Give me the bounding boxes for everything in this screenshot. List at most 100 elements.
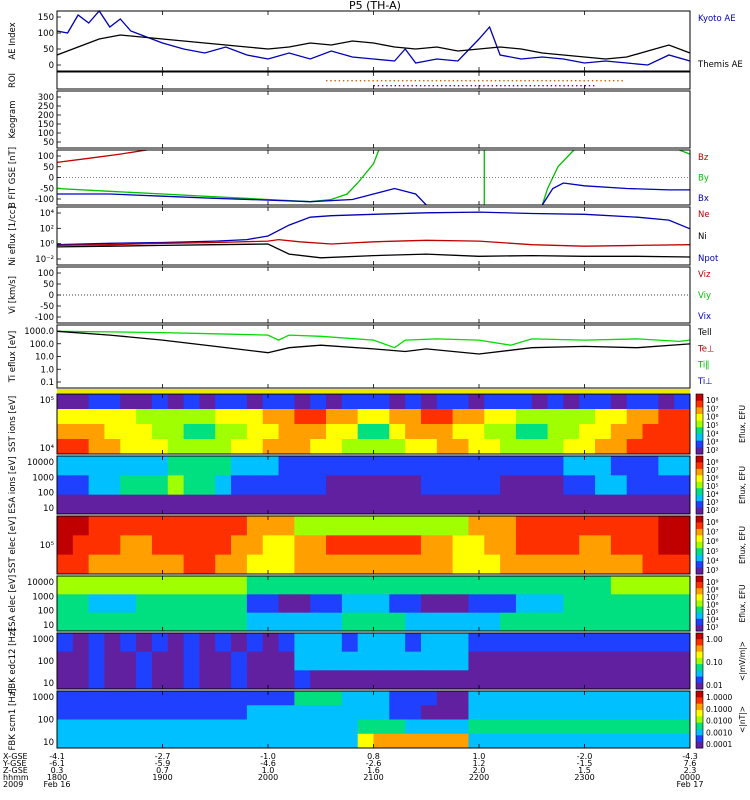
roi-dot <box>516 85 519 87</box>
esa_elec-cell <box>326 576 343 595</box>
fbk_e-cell <box>278 633 295 653</box>
sst_elec-cell <box>294 516 311 536</box>
sst_ion-cell <box>262 409 280 425</box>
esa_elec-cell <box>120 594 137 614</box>
esa_ion-cell <box>246 456 264 476</box>
fbk_e-cell <box>120 670 137 690</box>
esa_elec-colorbar-cell <box>696 582 703 589</box>
esa_elec-colorbar-cell <box>696 600 703 608</box>
fbk_b-colorbar-tick: 1.0000 <box>706 693 732 702</box>
fbk_b-cell <box>262 705 280 720</box>
roi-dot <box>419 85 422 87</box>
fbk_b-cell <box>626 719 644 735</box>
fbk_e-cell <box>642 670 659 690</box>
fbk_e-cell <box>72 651 90 671</box>
sst_ion-cell <box>246 424 264 440</box>
sst_ion-colorbar-tick: 10⁶ <box>706 413 719 422</box>
esa_elec-cell <box>595 612 612 632</box>
fbk_e-cell <box>468 651 485 671</box>
sst_elec-cell <box>310 554 327 575</box>
fbk_b-cell <box>595 733 612 749</box>
sst_elec-colorbar-tick: 10⁶ <box>706 537 719 546</box>
sst_elec-cell <box>326 535 343 556</box>
fbk_e-cell <box>436 651 454 671</box>
density-series-Npot <box>56 243 691 259</box>
esa_elec-cell <box>341 594 359 614</box>
sst_elec-cell <box>500 535 517 556</box>
esa_ion-cell <box>642 494 659 515</box>
fbk_b-cell <box>104 691 121 706</box>
esa_elec-cell <box>420 576 438 595</box>
ephem-y-gse: -1.5 <box>577 759 593 768</box>
velocity-ylabel: Vi [km/s] <box>8 276 18 314</box>
ae-legend-1: Themis AE <box>697 60 743 70</box>
fbk_b-colorbar-label: <|nT|> <box>738 706 747 733</box>
sst_ion-tick-label: 10⁴ <box>40 444 55 454</box>
temperature-legend-1: Te⊥ <box>697 344 714 354</box>
esa_elec-cell <box>405 576 422 595</box>
velocity-legend-1: Viy <box>698 291 711 301</box>
fbk_e-cell <box>120 651 137 671</box>
sst_ion-cell <box>563 424 580 440</box>
sst_elec-cell <box>231 535 248 556</box>
roi-dot <box>364 80 366 82</box>
sst_elec-cell <box>436 535 454 556</box>
fbk_e-cell <box>515 633 533 653</box>
esa_ion-cell <box>310 475 327 496</box>
sst_elec-cell <box>246 554 264 575</box>
esa_elec-cell <box>531 576 549 595</box>
sst_ion-cell <box>357 409 374 425</box>
sst_ion-cell <box>658 439 675 455</box>
roi-dot <box>499 80 501 82</box>
bfield-legend-1: By <box>698 174 709 184</box>
fbk_e-cell <box>57 651 74 671</box>
sst_elec-cell <box>341 535 359 556</box>
fbk_e-cell <box>357 670 374 690</box>
esa_elec-cell <box>500 576 517 595</box>
esa_ion-cell <box>357 475 374 496</box>
roi-dot <box>449 85 451 87</box>
roi-dot <box>525 85 527 87</box>
sst_ion-cell <box>357 439 374 455</box>
esa_elec-cell <box>610 612 628 632</box>
fbk_e-cell <box>626 633 644 653</box>
roi-dot <box>373 85 375 87</box>
fbk_b-colorbar-frame <box>695 690 704 749</box>
sst_elec-cell <box>88 516 105 536</box>
sst_ion-cell <box>310 439 327 455</box>
fbk_b-cell <box>120 719 137 735</box>
fbk_b-cell <box>452 733 469 749</box>
roi-dot <box>583 80 585 82</box>
esa_elec-cell <box>484 612 501 632</box>
fbk_b-cell <box>215 719 232 735</box>
fbk_e-cell <box>57 633 74 653</box>
esa_ion-cell <box>199 475 216 496</box>
esa_elec-cell <box>262 612 280 632</box>
sst_ion-cell <box>278 394 295 410</box>
ephem-x-gse: -2.7 <box>155 752 171 761</box>
ae-legend-0: Kyoto AE <box>698 14 736 24</box>
fbk_b-cell <box>610 719 628 735</box>
fbk_b-cell <box>436 691 454 706</box>
esa_elec-cell <box>120 612 137 632</box>
sst_elec-cell <box>547 535 564 556</box>
sst_ion-cell <box>579 394 596 410</box>
esa_elec-cell <box>626 576 644 595</box>
sst_ion-cell <box>294 394 311 410</box>
esa_elec-cell <box>57 576 74 595</box>
fbk_b-cell <box>595 705 612 720</box>
fbk_e-cell <box>420 633 438 653</box>
roi-dot <box>621 80 623 82</box>
roi-ylabel: ROI <box>8 73 18 88</box>
esa_ion-cell <box>452 494 469 515</box>
sst_elec-cell <box>674 535 691 556</box>
roi-dot <box>453 85 456 87</box>
fbk_e-cell <box>183 670 200 690</box>
esa_ion-cell <box>642 456 659 476</box>
roi-dot <box>381 85 384 87</box>
fbk_e-colorbar-cell <box>696 676 703 684</box>
sst_elec-cell <box>199 516 216 536</box>
esa_ion-cell <box>120 456 137 476</box>
fbk_b-cell <box>468 733 485 749</box>
esa_ion-cell <box>151 456 169 476</box>
